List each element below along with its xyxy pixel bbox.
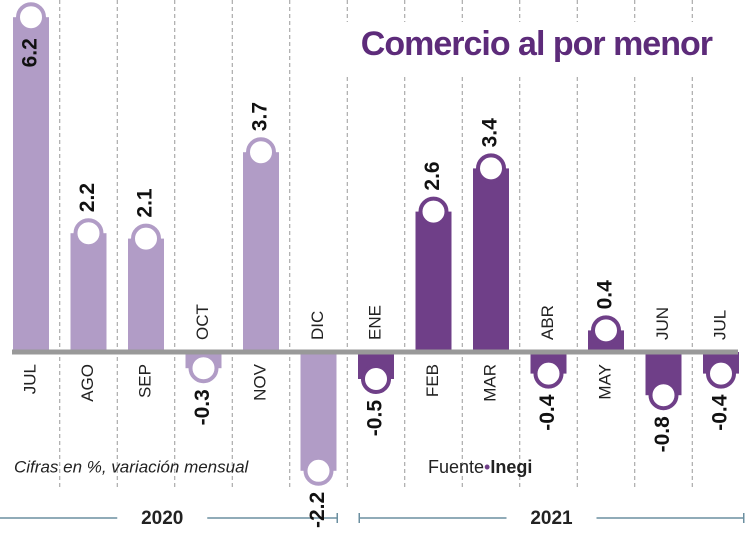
bar — [13, 17, 49, 352]
bar-cap — [476, 153, 506, 184]
bar-cap — [131, 223, 161, 254]
bar-cap — [303, 455, 334, 486]
title-bg — [330, 22, 720, 74]
bar-cap — [533, 358, 564, 389]
x-tick-label: MAY — [595, 364, 614, 400]
x-tick-label: JUL — [710, 310, 729, 340]
bar — [70, 233, 107, 352]
source-label: Fuente — [428, 457, 484, 477]
bar-cap — [706, 358, 736, 389]
bar-cap — [188, 353, 219, 384]
bar — [300, 352, 337, 471]
value-label: 3.4 — [479, 118, 502, 148]
source: Fuente•Inegi — [428, 457, 532, 477]
year-label: 2020 — [141, 508, 183, 529]
value-label: 3.7 — [249, 102, 272, 131]
bar-cap — [418, 196, 449, 227]
note: Cifras en %, variación mensual — [14, 457, 250, 476]
bar-cap — [648, 380, 679, 411]
x-tick-label: JUL — [20, 364, 39, 394]
value-label: -0.3 — [191, 389, 214, 425]
value-label: -0.4 — [536, 394, 559, 431]
bar-cap — [361, 364, 391, 394]
value-label: -0.8 — [651, 416, 674, 453]
bar — [415, 211, 452, 352]
bar — [473, 168, 509, 352]
baseline — [12, 349, 738, 355]
bar — [128, 238, 164, 352]
x-tick-label: SEP — [135, 364, 154, 398]
value-label: -2.2 — [306, 492, 329, 528]
x-tick-label: ENE — [365, 305, 384, 340]
bar-cap — [73, 218, 104, 249]
x-tick-label: ABR — [538, 305, 557, 340]
value-label: -0.5 — [364, 400, 387, 437]
x-tick-label: DIC — [308, 311, 327, 340]
value-label: 2.1 — [134, 188, 157, 218]
x-tick-label: AGO — [78, 364, 97, 402]
value-label: 2.6 — [421, 161, 444, 190]
x-tick-label: JUN — [653, 307, 672, 340]
value-label: 2.2 — [76, 183, 99, 212]
source-dot: • — [484, 457, 490, 477]
x-tick-label: MAR — [480, 364, 499, 402]
x-tick-label: NOV — [250, 363, 269, 401]
value-label: 0.4 — [594, 280, 617, 310]
x-tick-label: OCT — [193, 304, 212, 340]
bar-cap — [591, 315, 621, 346]
bar-cap — [246, 137, 276, 168]
chart-title: Comercio al por menor — [361, 25, 713, 63]
year-axis: 2020 2021 — [0, 508, 745, 529]
bar — [243, 152, 279, 352]
bar-cap — [16, 2, 46, 33]
source-name: Inegi — [490, 457, 532, 477]
x-tick-label: FEB — [423, 364, 442, 397]
year-label: 2021 — [530, 508, 573, 529]
value-label: -0.4 — [709, 394, 732, 431]
value-label: 6.2 — [19, 38, 42, 67]
